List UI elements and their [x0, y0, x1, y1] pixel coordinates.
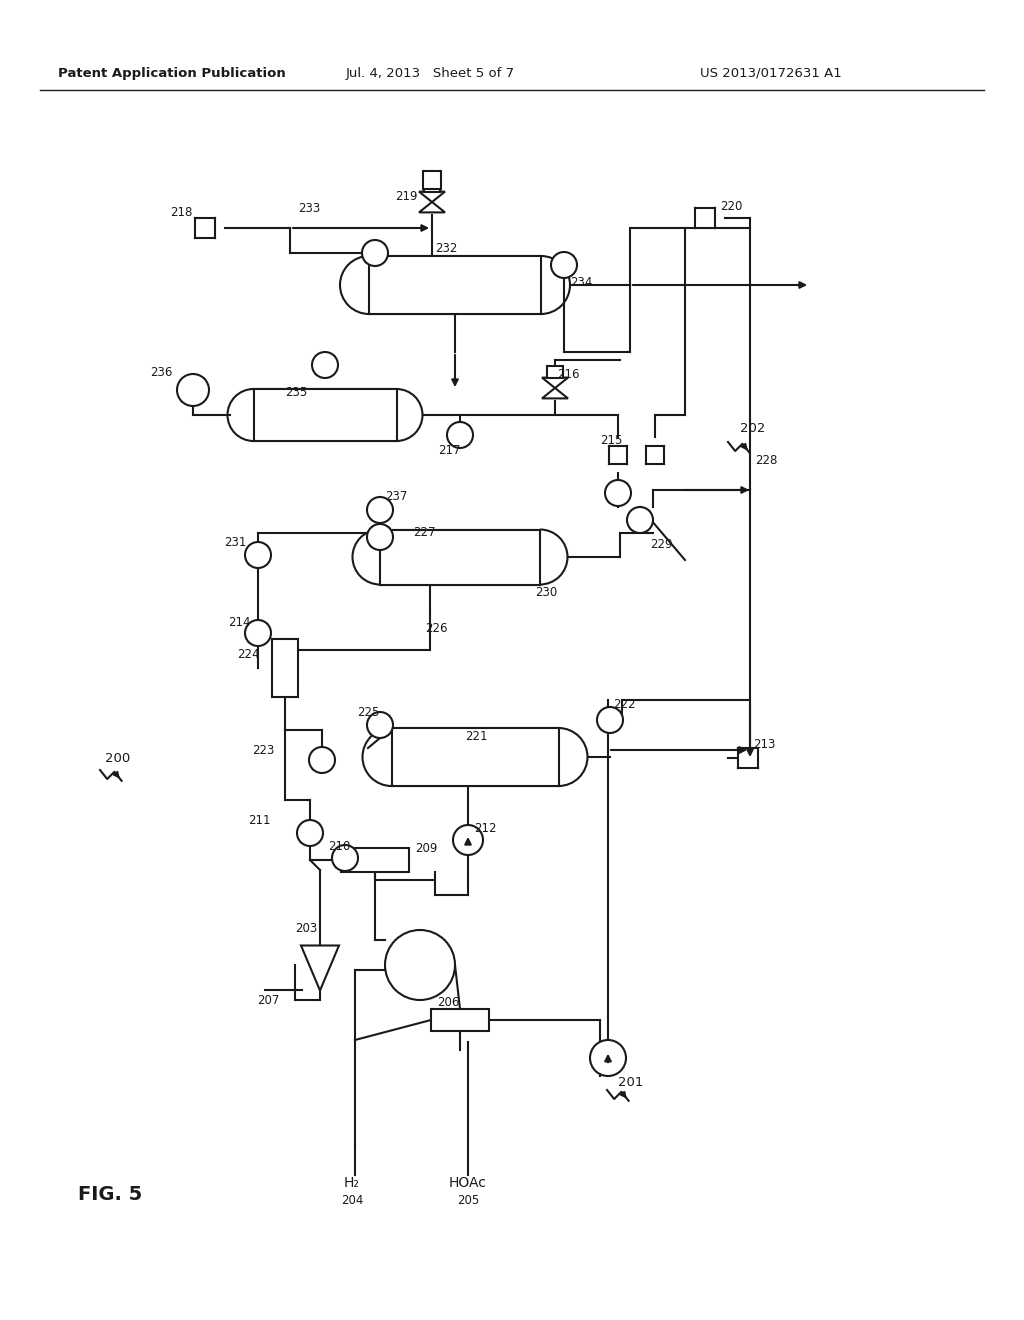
Circle shape [551, 252, 577, 279]
Text: 204: 204 [341, 1193, 364, 1206]
Bar [369, 256, 541, 314]
Text: 211: 211 [248, 813, 270, 826]
Circle shape [177, 374, 209, 407]
Circle shape [367, 711, 393, 738]
Polygon shape [542, 378, 568, 388]
Text: 203: 203 [295, 921, 317, 935]
Bar [547, 366, 563, 378]
Bar [391, 729, 558, 785]
Bar [424, 180, 439, 191]
Bar [380, 529, 540, 585]
Bar [423, 172, 441, 189]
Text: 226: 226 [425, 622, 447, 635]
Text: 215: 215 [600, 434, 623, 447]
Polygon shape [301, 945, 339, 990]
Text: FIG. 5: FIG. 5 [78, 1185, 142, 1204]
Bar [738, 748, 758, 768]
Text: 217: 217 [438, 444, 461, 457]
Text: 210: 210 [328, 841, 350, 854]
Circle shape [385, 931, 455, 1001]
Circle shape [297, 820, 323, 846]
Bar [431, 1008, 489, 1031]
Text: 233: 233 [298, 202, 321, 214]
Text: 200: 200 [105, 751, 130, 764]
Text: 225: 225 [357, 705, 379, 718]
Circle shape [312, 352, 338, 378]
Text: 236: 236 [150, 366, 172, 379]
Circle shape [309, 747, 335, 774]
Text: 221: 221 [465, 730, 487, 742]
Circle shape [245, 543, 271, 568]
Bar [695, 209, 715, 228]
Circle shape [367, 498, 393, 523]
Text: Jul. 4, 2013   Sheet 5 of 7: Jul. 4, 2013 Sheet 5 of 7 [345, 66, 515, 79]
Text: 212: 212 [474, 821, 497, 834]
Bar [341, 847, 409, 873]
Bar [646, 446, 664, 465]
Text: US 2013/0172631 A1: US 2013/0172631 A1 [700, 66, 842, 79]
Circle shape [332, 845, 358, 871]
Polygon shape [419, 202, 445, 213]
Text: 227: 227 [413, 525, 435, 539]
Circle shape [367, 524, 393, 550]
Text: 223: 223 [252, 743, 274, 756]
Text: 213: 213 [753, 738, 775, 751]
Text: 202: 202 [740, 421, 765, 434]
Circle shape [605, 480, 631, 506]
Text: 235: 235 [285, 385, 307, 399]
Text: 232: 232 [435, 242, 458, 255]
Circle shape [447, 422, 473, 447]
Circle shape [245, 620, 271, 645]
Bar [195, 218, 215, 238]
Text: 209: 209 [415, 842, 437, 854]
Text: 206: 206 [437, 997, 460, 1010]
Text: HOAc: HOAc [450, 1176, 487, 1191]
Text: 220: 220 [720, 201, 742, 214]
Polygon shape [542, 388, 568, 399]
Bar [609, 446, 627, 465]
Bar [272, 639, 298, 697]
Circle shape [453, 825, 483, 855]
Circle shape [597, 708, 623, 733]
Circle shape [362, 240, 388, 267]
Circle shape [590, 1040, 626, 1076]
Text: 219: 219 [395, 190, 418, 202]
Text: 229: 229 [650, 539, 673, 552]
Text: 222: 222 [613, 698, 636, 711]
Text: 224: 224 [237, 648, 259, 661]
Text: 216: 216 [557, 368, 580, 381]
Text: 228: 228 [755, 454, 777, 466]
Text: 201: 201 [618, 1077, 643, 1089]
Circle shape [627, 507, 653, 533]
Text: Patent Application Publication: Patent Application Publication [58, 66, 286, 79]
Text: 231: 231 [224, 536, 247, 549]
Text: 230: 230 [535, 586, 557, 598]
Text: 205: 205 [457, 1193, 479, 1206]
Polygon shape [419, 191, 445, 202]
Text: 207: 207 [257, 994, 280, 1006]
Bar [254, 389, 396, 441]
Text: 234: 234 [570, 276, 592, 289]
Text: 214: 214 [228, 616, 251, 630]
Text: H₂: H₂ [344, 1176, 360, 1191]
Text: 218: 218 [170, 206, 193, 219]
Text: 237: 237 [385, 491, 408, 503]
